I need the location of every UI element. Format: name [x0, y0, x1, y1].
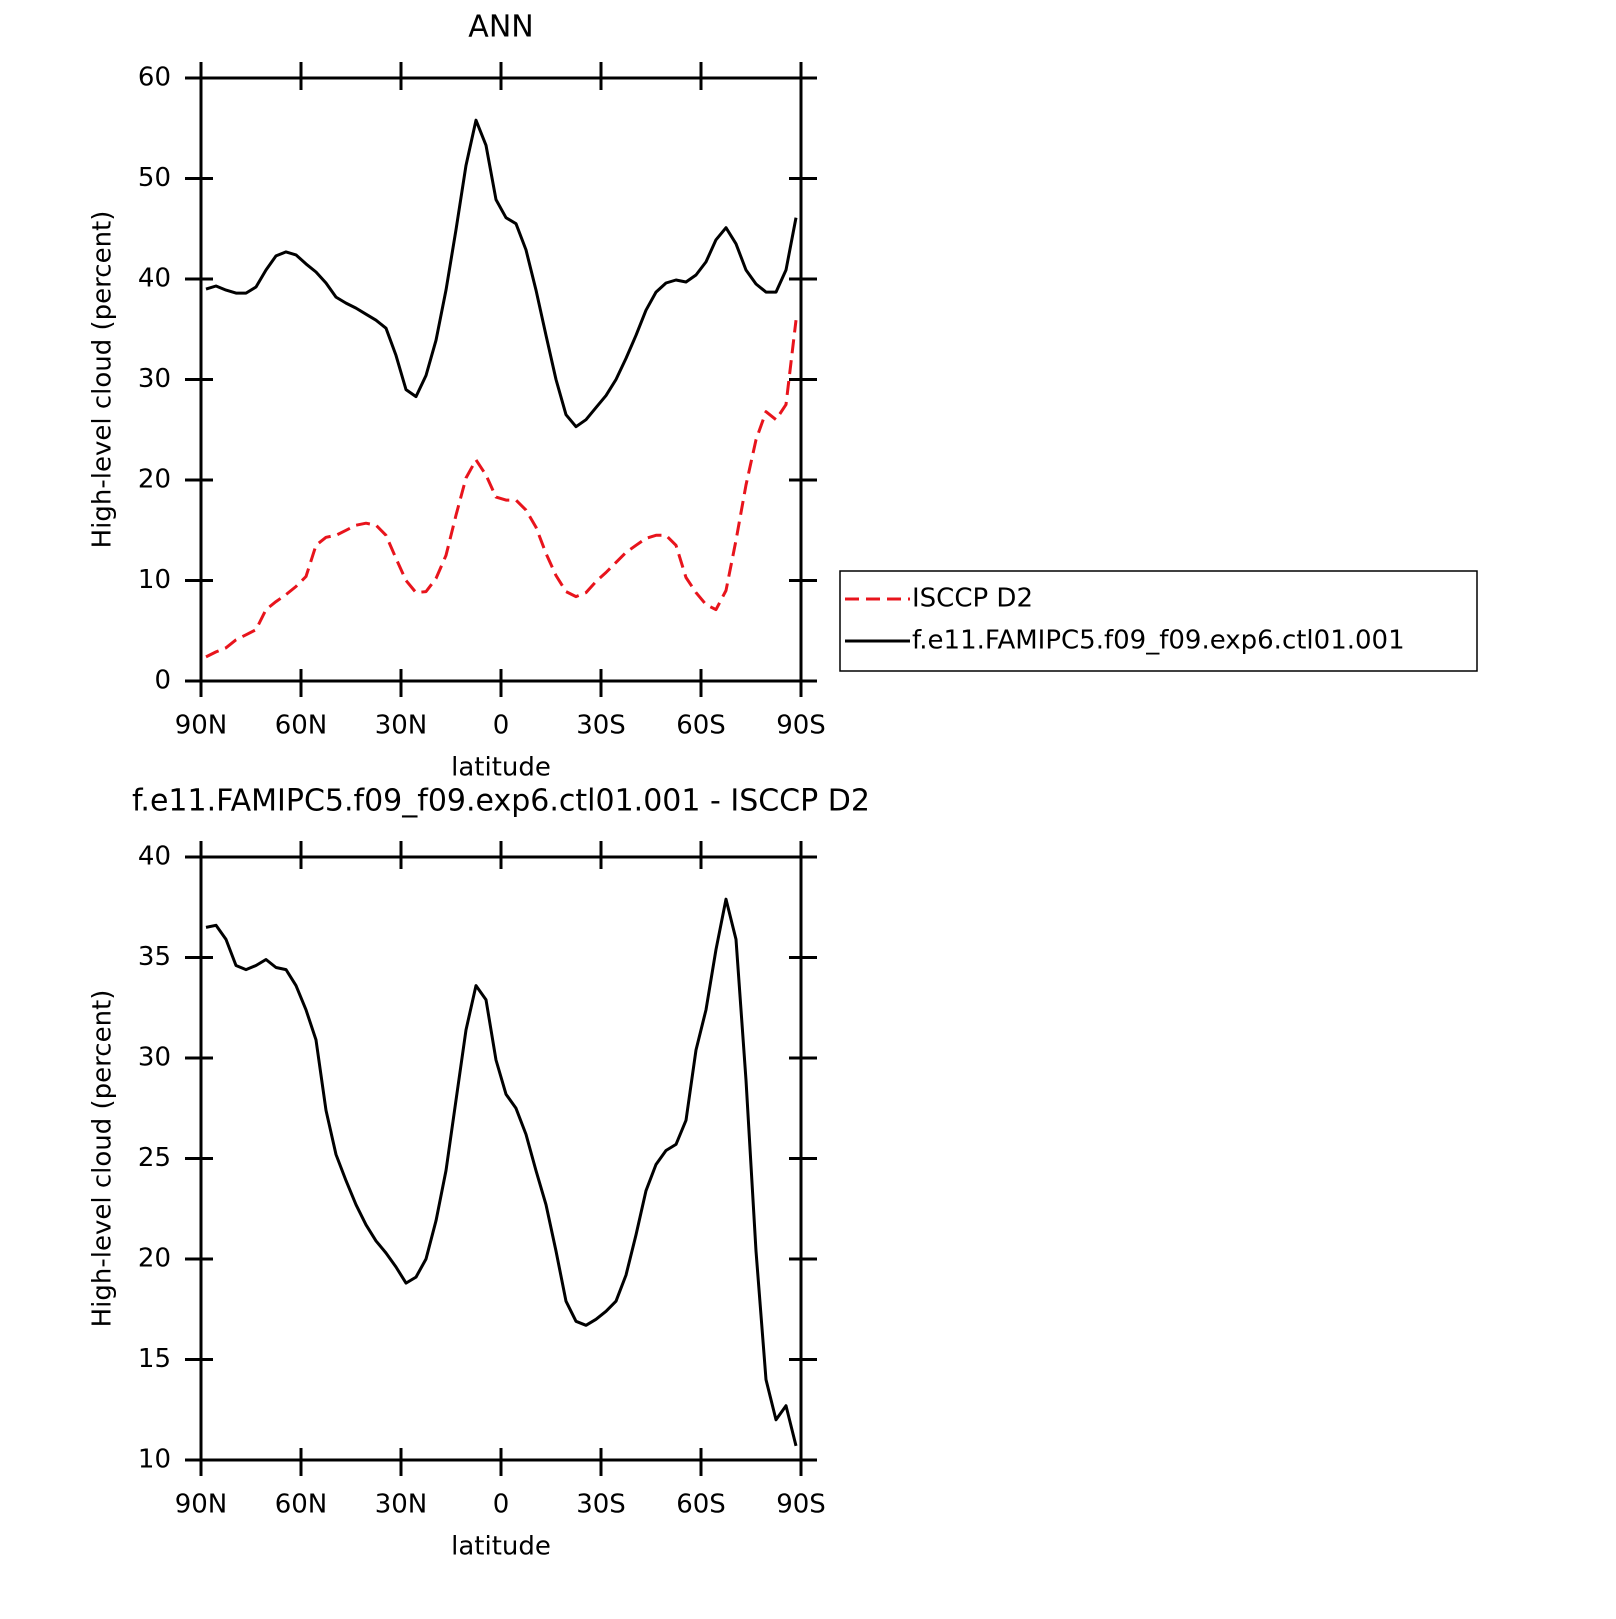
x-tick-label: 0: [493, 1490, 510, 1520]
x-axis-label: latitude: [451, 1532, 551, 1562]
chart-title: f.e11.FAMIPC5.f09_f09.exp6.ctl01.001 - I…: [132, 784, 870, 819]
data-line: [205, 320, 798, 659]
y-tick-label: 60: [138, 63, 171, 93]
legend-label: ISCCP D2: [912, 584, 1033, 614]
y-tick-label: 50: [138, 163, 171, 193]
chart-title: ANN: [468, 10, 533, 45]
plot-frame: [199, 855, 803, 1462]
y-tick-label: 35: [138, 942, 171, 972]
x-tick-label: 60N: [275, 1490, 328, 1520]
y-tick-label: 10: [138, 565, 171, 595]
x-tick-label: 90N: [175, 711, 228, 741]
y-tick-label: 30: [138, 364, 171, 394]
y-tick-label: 30: [138, 1043, 171, 1073]
data-line: [205, 118, 798, 429]
x-tick-label: 60S: [676, 711, 726, 741]
x-tick-label: 90S: [776, 1490, 826, 1520]
plot-frame: [199, 76, 803, 683]
x-tick-label: 90N: [175, 1490, 228, 1520]
x-tick-label: 30N: [375, 1490, 428, 1520]
x-tick-label: 90S: [776, 711, 826, 741]
x-tick-label: 0: [493, 711, 510, 741]
x-tick-label: 30S: [576, 711, 626, 741]
x-tick-label: 30N: [375, 711, 428, 741]
x-axis-label: latitude: [451, 753, 551, 783]
y-axis-label: High-level cloud (percent): [88, 990, 118, 1328]
x-tick-label: 30S: [576, 1490, 626, 1520]
x-tick-label: 60S: [676, 1490, 726, 1520]
y-tick-label: 20: [138, 465, 171, 495]
legend-label: f.e11.FAMIPC5.f09_f09.exp6.ctl01.001: [912, 626, 1405, 656]
y-tick-label: 10: [138, 1445, 171, 1475]
y-tick-label: 25: [138, 1143, 171, 1173]
y-axis-label: High-level cloud (percent): [88, 211, 118, 549]
x-tick-label: 60N: [275, 711, 328, 741]
y-tick-label: 40: [138, 842, 171, 872]
y-tick-label: 0: [154, 666, 171, 696]
legend-box: [839, 570, 1478, 672]
y-tick-label: 15: [138, 1344, 171, 1374]
y-tick-label: 40: [138, 264, 171, 294]
y-tick-label: 20: [138, 1244, 171, 1274]
data-line: [205, 897, 798, 1447]
